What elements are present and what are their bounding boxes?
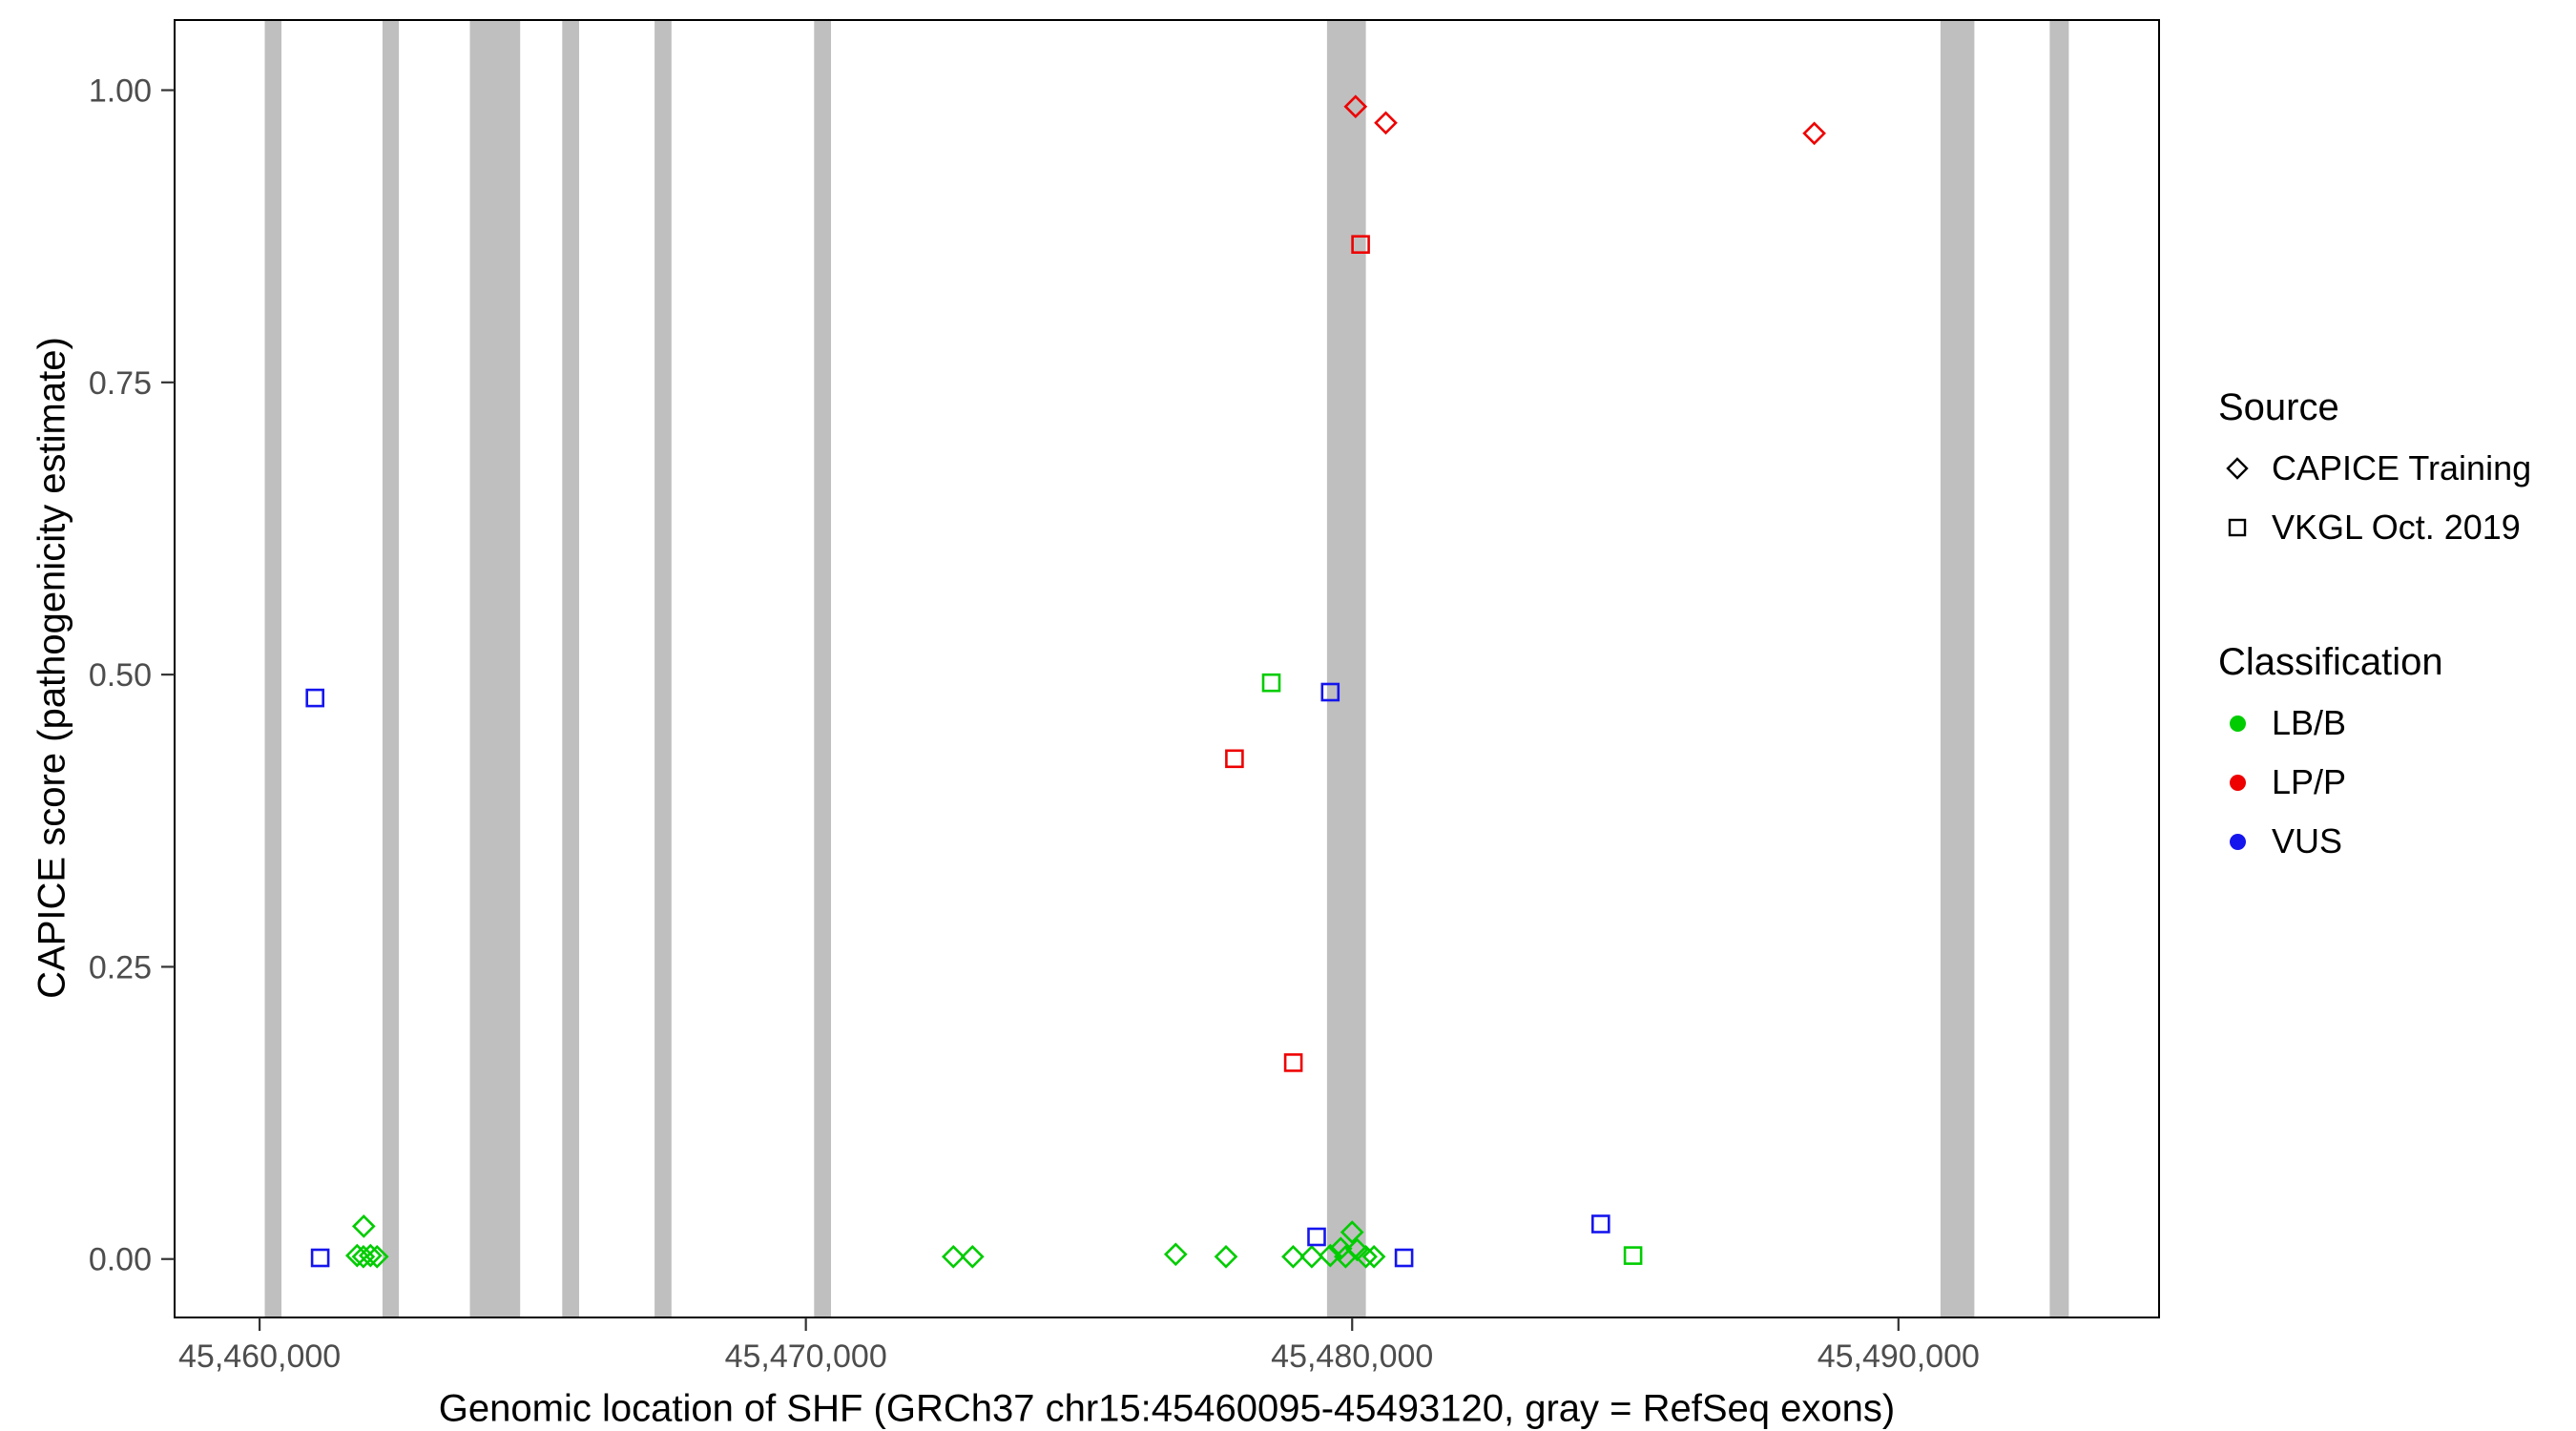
vus-dot-icon [2218, 822, 2256, 861]
data-point-diamond [1374, 111, 1398, 135]
legend-classification-title: Classification [2218, 641, 2443, 683]
y-tick-label: 0.50 [89, 657, 152, 694]
data-point-diamond [364, 1244, 389, 1269]
x-tick-label: 45,460,000 [178, 1338, 341, 1375]
legend-item-label: VKGL Oct. 2019 [2272, 508, 2521, 547]
y-tick-label: 0.25 [89, 949, 152, 985]
lbb-dot-icon [2218, 704, 2256, 742]
exon-bar [469, 20, 521, 1317]
data-point-diamond [1214, 1244, 1238, 1269]
data-point-square [1307, 1227, 1326, 1247]
data-point-diamond [351, 1214, 376, 1238]
data-point-square [305, 688, 325, 708]
exon-bar [1326, 20, 1366, 1317]
legend-source-group: Source CAPICE Training VKGL Oct. 2019 [2218, 386, 2531, 548]
x-tick-label: 45,490,000 [1818, 1338, 1980, 1375]
y-tick-label: 0.75 [89, 365, 152, 402]
exon-bar [1940, 20, 1975, 1317]
data-point-square [310, 1248, 330, 1268]
data-point-square [1225, 749, 1244, 769]
data-point-diamond [960, 1244, 985, 1269]
y-axis-title: CAPICE score (pathogenicity estimate) [31, 337, 73, 999]
data-point-diamond [1343, 94, 1368, 119]
data-point-square [1351, 235, 1370, 254]
legend-item-vus: VUS [2218, 821, 2531, 861]
legend-classification-group: Classification LB/B LP/P VUS [2218, 641, 2531, 861]
data-point-diamond [1281, 1244, 1305, 1269]
data-point-diamond [1328, 1236, 1353, 1261]
diamond-open-icon [2218, 449, 2256, 487]
legend-item-lbb: LB/B [2218, 703, 2531, 743]
data-point-diamond [1802, 121, 1826, 146]
exon-bar [2049, 20, 2069, 1317]
x-tick-label: 45,470,000 [725, 1338, 887, 1375]
data-point-diamond [1340, 1220, 1364, 1244]
data-point-diamond [941, 1244, 966, 1269]
data-point-diamond [1299, 1244, 1324, 1269]
square-open-icon [2218, 508, 2256, 547]
legend-item-label: LB/B [2272, 703, 2347, 742]
y-tick-label: 1.00 [89, 73, 152, 110]
exon-bar [814, 20, 831, 1317]
data-point-square [1320, 682, 1340, 702]
data-point-diamond [358, 1243, 383, 1268]
legend-item-lpp: LP/P [2218, 762, 2531, 802]
legend-item-capice-training: CAPICE Training [2218, 448, 2531, 488]
legend-item-label: VUS [2272, 821, 2343, 861]
legend-source-title: Source [2218, 386, 2339, 428]
exon-bar [654, 20, 672, 1317]
exon-bar [264, 20, 281, 1317]
data-point-square [1623, 1246, 1643, 1265]
data-point-square [1591, 1214, 1610, 1234]
data-point-square [1394, 1248, 1414, 1268]
data-point-diamond [1163, 1242, 1188, 1267]
data-point-square [1261, 673, 1281, 693]
exon-bar [382, 20, 400, 1317]
panel-border [174, 19, 2160, 1318]
data-point-diamond [1361, 1244, 1386, 1269]
legend-item-label: CAPICE Training [2272, 448, 2532, 487]
legend-item-vkgl: VKGL Oct. 2019 [2218, 508, 2531, 548]
data-point-square [1283, 1053, 1303, 1072]
x-axis-title: Genomic location of SHF (GRCh37 chr15:45… [438, 1387, 1896, 1430]
x-tick-label: 45,480,000 [1271, 1338, 1433, 1375]
y-tick-label: 0.00 [89, 1242, 152, 1278]
exon-bar [562, 20, 579, 1317]
data-point-diamond [1318, 1243, 1342, 1268]
lpp-dot-icon [2218, 763, 2256, 801]
data-point-diamond [1354, 1244, 1378, 1269]
legend-panel: Source CAPICE Training VKGL Oct. 2019 [2218, 386, 2531, 881]
legend-item-label: LP/P [2272, 762, 2347, 801]
